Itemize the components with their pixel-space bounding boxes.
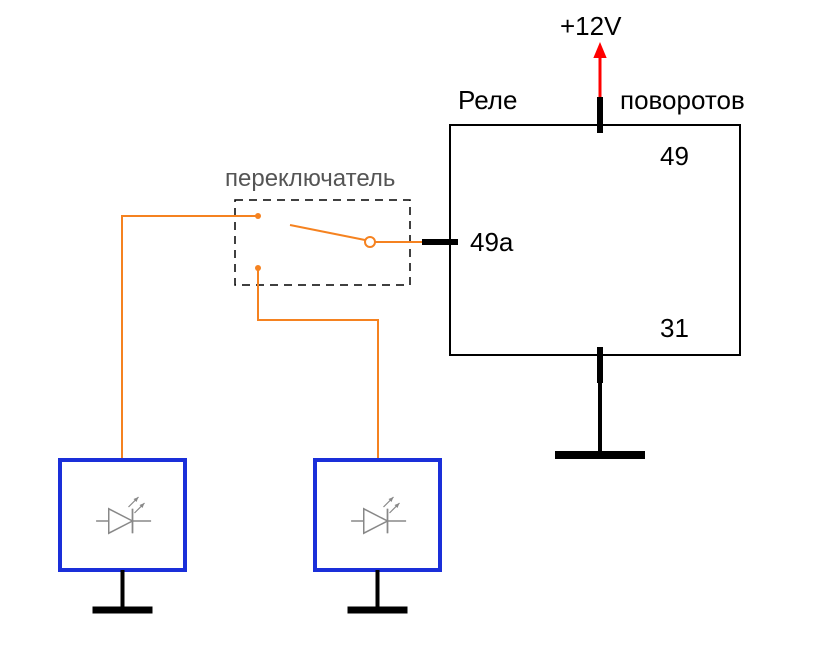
supply-arrow [593,42,606,58]
led-left [60,460,185,570]
wire-to-led-right [258,268,378,460]
pin-49a-label: 49a [470,227,514,257]
switch-label: переключатель [225,165,395,192]
pin-31-label: 31 [660,313,689,343]
led-right [315,460,440,570]
relay-title-left: Реле [458,85,517,115]
pin-49-label: 49 [660,141,689,171]
switch-wiper [290,225,365,240]
switch-pole [365,237,375,247]
wire-to-led-left [122,216,258,460]
supply-label: +12V [560,11,622,41]
circuit-diagram: Реле поворотов 49 49a 31 +12V переключатель [0,0,814,668]
relay-title-right: поворотов [620,85,745,115]
